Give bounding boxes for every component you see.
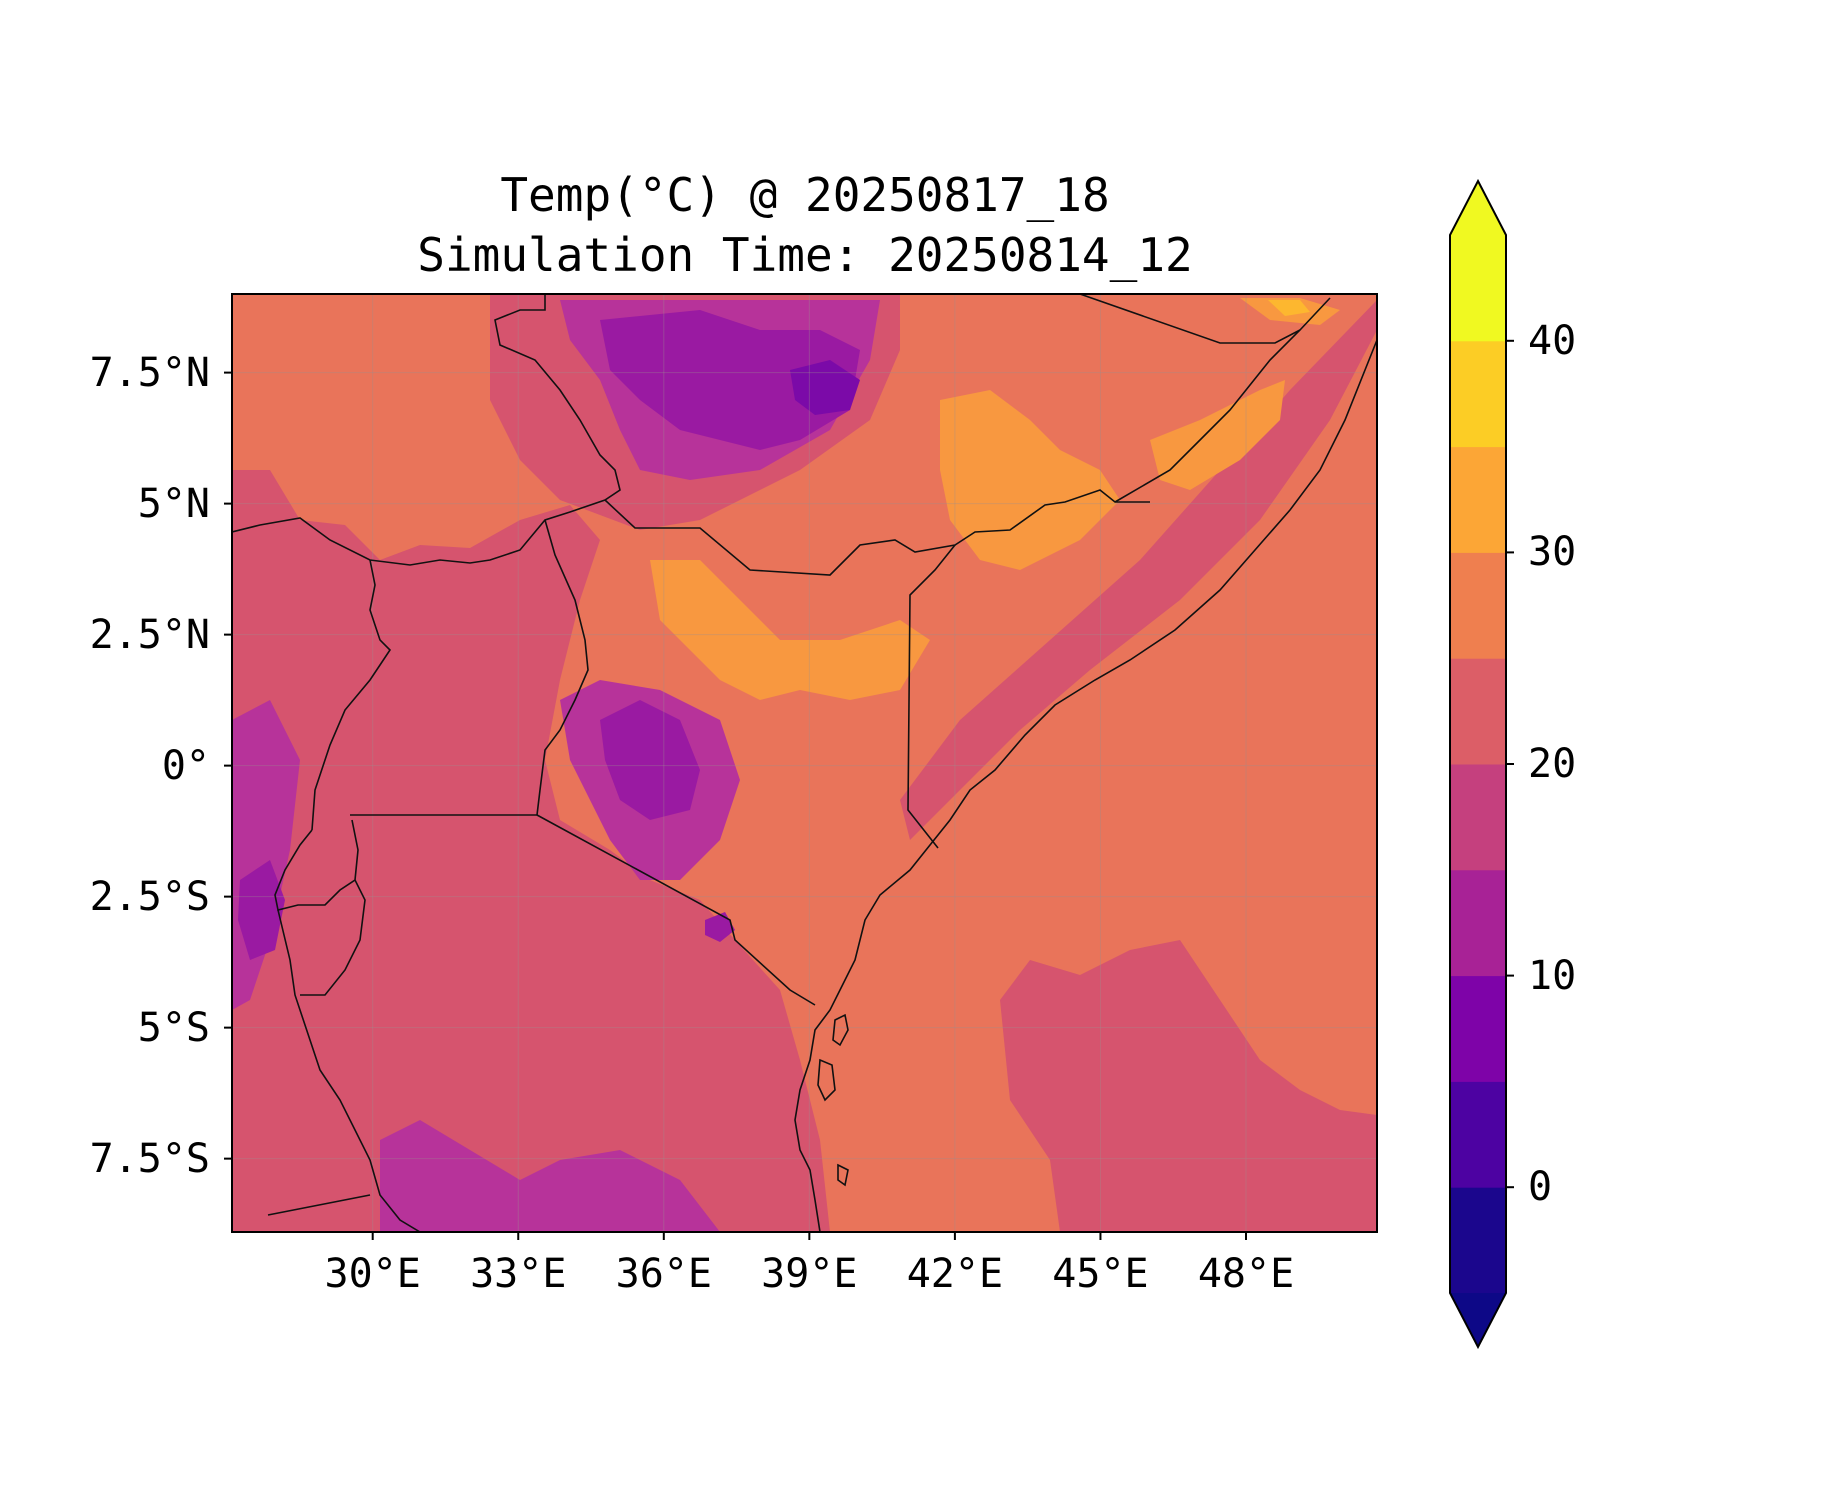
colorbar-level <box>1450 658 1506 765</box>
field-hottest <box>1268 300 1310 316</box>
x-ticks <box>371 1232 1248 1240</box>
border-uganda-kenya <box>536 519 589 816</box>
x-tick-label: 39°E <box>761 1251 858 1297</box>
field-se-ocean <box>1000 940 1377 1232</box>
colorbar-level <box>1450 446 1506 553</box>
y-tick-label: 5°N <box>137 480 210 527</box>
field-west-warm <box>232 470 830 1232</box>
border-ethiopia-kenya <box>604 489 1150 576</box>
country-borders <box>232 294 1377 1232</box>
border-uganda-drc <box>311 559 392 831</box>
border-kenya-tanzania <box>536 814 816 1006</box>
field-kenya-cold <box>600 700 700 820</box>
colorbar-tick-label: 20 <box>1528 741 1577 787</box>
coastline-east-africa <box>794 339 1377 1232</box>
border-lake-tanganyika <box>277 909 421 1232</box>
colorbar-level <box>1450 764 1506 871</box>
field-somaliland-hot <box>1150 380 1285 490</box>
colorbar <box>1449 178 1514 1350</box>
x-tick-label: 48°E <box>1197 1251 1295 1297</box>
island-mafia <box>837 1163 849 1187</box>
colorbar-level <box>1450 552 1506 659</box>
border-djibouti <box>1079 294 1301 344</box>
y-tick-label: 2.5°N <box>89 611 210 658</box>
colorbar-extend-max <box>1450 181 1506 235</box>
field-ethiopia-cold <box>600 310 860 450</box>
y-tick-label: 7.5°N <box>89 349 210 396</box>
x-tick-label: 33°E <box>470 1251 567 1297</box>
colorbar-tick-label: 40 <box>1528 317 1577 364</box>
map-subtitle: Simulation Time: 20250814_12 <box>417 228 1193 282</box>
x-tick-label: 42°E <box>906 1251 1004 1297</box>
colorbar-tick-label: 0 <box>1528 1164 1553 1211</box>
border-ethiopia-somalia <box>907 544 956 849</box>
border-rwanda-burundi <box>274 819 359 911</box>
colorbar-tick-label: 10 <box>1528 952 1577 999</box>
temperature-field <box>232 294 1377 1232</box>
y-tick-label: 0° <box>161 742 210 789</box>
field-north-kenya-hot <box>650 560 930 700</box>
x-tick-label: 36°E <box>615 1251 712 1297</box>
border-zambia <box>267 1194 371 1216</box>
x-tick-label: 30°E <box>324 1251 421 1297</box>
colorbar-level <box>1450 340 1506 448</box>
colorbar-level <box>1450 1187 1506 1294</box>
colorbar-level <box>1450 235 1506 342</box>
y-ticks <box>224 371 232 1160</box>
map-frame <box>231 293 1378 1233</box>
field-ogaden-hot <box>940 390 1120 570</box>
field-rwanda-cold <box>238 860 285 960</box>
map-title: Temp(°C) @ 20250817_18 <box>500 168 1110 222</box>
colorbar-tick-label: 30 <box>1528 529 1577 576</box>
border-south-sudan <box>232 294 621 566</box>
y-tick-label: 2.5°S <box>89 873 210 920</box>
island-pemba <box>832 1013 849 1047</box>
colorbar-level <box>1450 1081 1506 1188</box>
field-ethiopia-coldest <box>790 360 860 415</box>
island-zanzibar <box>817 1058 836 1102</box>
x-tick-label: 45°E <box>1052 1251 1149 1297</box>
field-south-tz <box>380 1120 720 1232</box>
colorbar-outline <box>1449 178 1507 1350</box>
y-tick-label: 7.5°S <box>89 1135 210 1182</box>
colorbar-extend-min <box>1450 1293 1506 1347</box>
colorbar-level <box>1450 869 1506 977</box>
colorbar-level <box>1450 975 1506 1082</box>
y-tick-label: 5°S <box>137 1004 210 1051</box>
border-burundi-tz <box>300 879 366 996</box>
